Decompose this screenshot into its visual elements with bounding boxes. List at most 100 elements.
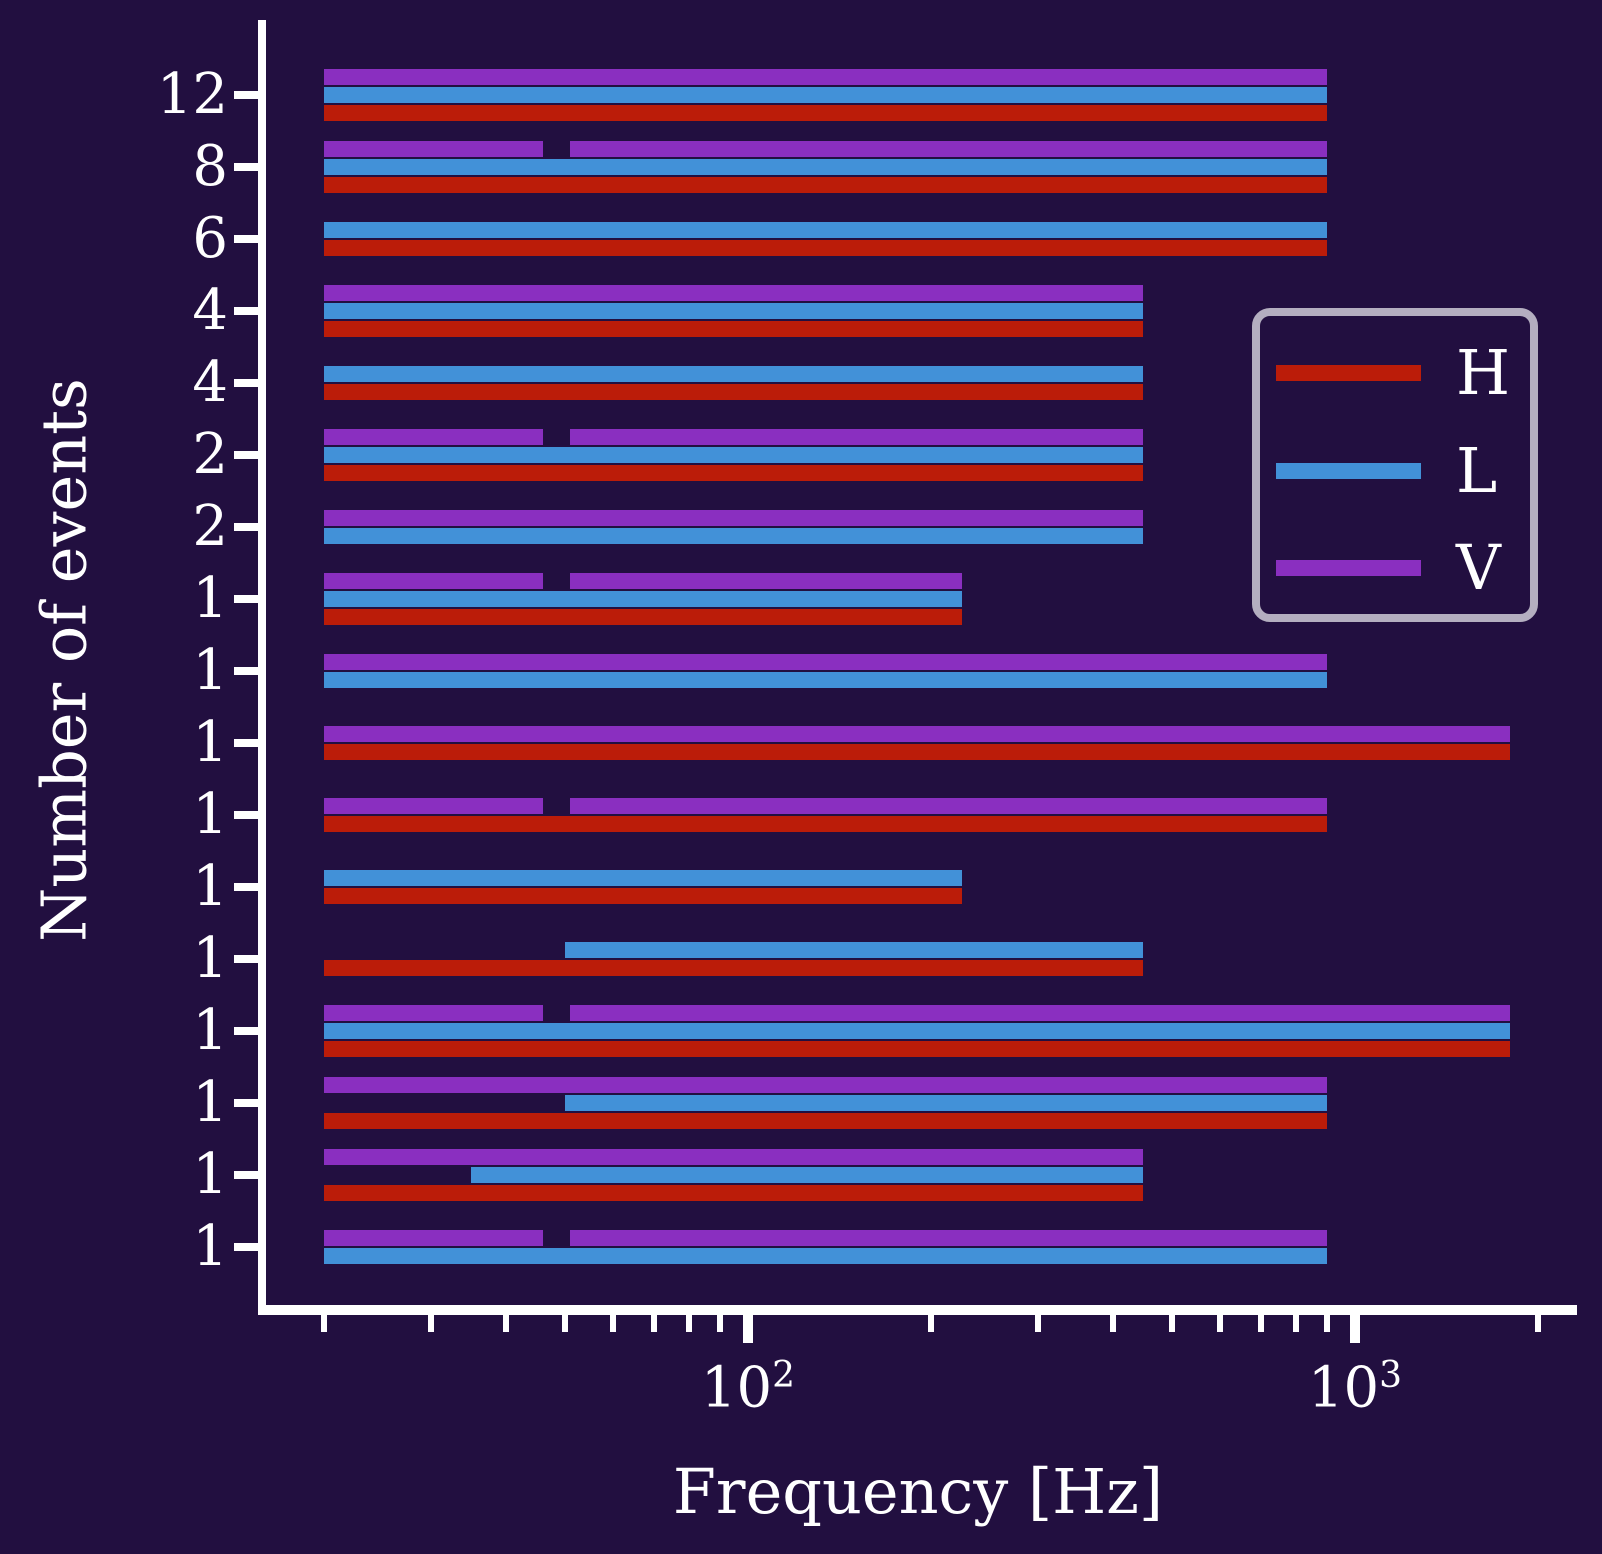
range-bar-h <box>323 1113 1328 1129</box>
range-bar-l <box>323 528 1144 544</box>
range-bar-h <box>323 744 1510 760</box>
y-tick <box>234 739 258 747</box>
range-bar-l <box>323 1023 1510 1039</box>
range-bar-l <box>323 159 1328 175</box>
range-bar-v <box>323 654 1328 670</box>
y-tick <box>234 883 258 891</box>
range-bar-v <box>570 429 1144 445</box>
y-tick-label: 1 <box>192 1070 228 1135</box>
x-minor-tick <box>503 1315 510 1332</box>
y-tick <box>234 1099 258 1107</box>
range-bar-l <box>565 1095 1328 1111</box>
y-tick <box>234 91 258 99</box>
y-tick-label: 1 <box>192 854 228 919</box>
range-bar-h <box>323 1041 1510 1057</box>
y-tick-label: 1 <box>192 926 228 991</box>
range-bar-l <box>565 942 1144 958</box>
y-tick-label: 4 <box>192 278 228 343</box>
range-bar-v <box>323 798 544 814</box>
y-tick-label: 12 <box>156 62 228 127</box>
y-tick <box>234 379 258 387</box>
range-bar-v <box>570 1230 1328 1246</box>
y-tick <box>234 595 258 603</box>
y-tick <box>234 955 258 963</box>
range-bar-h <box>323 321 1144 337</box>
legend-label-h: H <box>1456 336 1511 409</box>
range-bar-l <box>323 1248 1328 1264</box>
y-tick <box>234 1027 258 1035</box>
y-tick-label: 6 <box>192 206 228 271</box>
y-tick-label: 1 <box>192 638 228 703</box>
range-bar-l <box>323 222 1328 238</box>
x-minor-tick <box>927 1315 934 1332</box>
range-bar-l <box>323 87 1328 103</box>
range-bar-v <box>323 1077 1328 1093</box>
legend-swatch-h <box>1276 365 1421 381</box>
range-bar-l <box>471 1167 1144 1183</box>
range-bar-v <box>323 726 1510 742</box>
x-minor-tick <box>1110 1315 1117 1332</box>
x-minor-tick <box>1534 1315 1541 1332</box>
range-bar-l <box>323 591 962 607</box>
x-minor-tick <box>427 1315 434 1332</box>
y-axis-label: Number of events <box>27 378 101 942</box>
y-tick-label: 1 <box>192 1142 228 1207</box>
range-bar-v <box>570 1005 1510 1021</box>
legend-label-v: V <box>1456 531 1501 604</box>
x-minor-tick <box>562 1315 569 1332</box>
range-bar-v <box>570 141 1328 157</box>
range-bar-v <box>570 798 1328 814</box>
y-tick <box>234 163 258 171</box>
y-tick-label: 4 <box>192 350 228 415</box>
x-minor-tick <box>1324 1315 1331 1332</box>
range-bar-l <box>323 303 1144 319</box>
range-bar-v <box>570 573 962 589</box>
range-bar-h <box>323 816 1328 832</box>
range-bar-l <box>323 672 1328 688</box>
x-major-tick <box>1350 1315 1360 1343</box>
range-bar-h <box>323 465 1144 481</box>
y-tick-label: 1 <box>192 710 228 775</box>
y-tick <box>234 1243 258 1251</box>
range-bar-v <box>323 1149 1144 1165</box>
x-axis-spine <box>258 1305 1577 1315</box>
range-bar-h <box>323 888 962 904</box>
x-tick-label: 103 <box>1307 1355 1403 1421</box>
y-tick <box>234 451 258 459</box>
range-bar-h <box>323 384 1144 400</box>
x-major-tick <box>743 1315 753 1343</box>
y-tick <box>234 523 258 531</box>
x-axis-label: Frequency [Hz] <box>672 1455 1164 1528</box>
range-bar-h <box>323 1185 1144 1201</box>
y-tick-label: 2 <box>192 494 228 559</box>
range-bar-l <box>323 366 1144 382</box>
range-bar-v <box>323 1005 544 1021</box>
x-tick-label: 102 <box>700 1355 796 1421</box>
range-bar-h <box>323 240 1328 256</box>
range-bar-l <box>323 447 1144 463</box>
x-minor-tick <box>1034 1315 1041 1332</box>
y-tick-label: 1 <box>192 1214 228 1279</box>
y-tick <box>234 307 258 315</box>
x-minor-tick <box>1257 1315 1264 1332</box>
x-minor-tick <box>610 1315 617 1332</box>
x-minor-tick <box>650 1315 657 1332</box>
range-bar-v <box>323 285 1144 301</box>
range-bar-v <box>323 69 1328 85</box>
y-tick <box>234 235 258 243</box>
y-tick <box>234 667 258 675</box>
range-bar-h <box>323 609 962 625</box>
y-tick-label: 1 <box>192 566 228 631</box>
y-tick-label: 1 <box>192 998 228 1063</box>
y-tick-label: 1 <box>192 782 228 847</box>
legend-label-l: L <box>1456 434 1498 507</box>
x-minor-tick <box>686 1315 693 1332</box>
range-bar-l <box>323 870 962 886</box>
range-bar-h <box>323 177 1328 193</box>
range-bar-v <box>323 510 1144 526</box>
range-bar-h <box>323 960 1144 976</box>
y-axis-spine <box>258 20 266 1315</box>
